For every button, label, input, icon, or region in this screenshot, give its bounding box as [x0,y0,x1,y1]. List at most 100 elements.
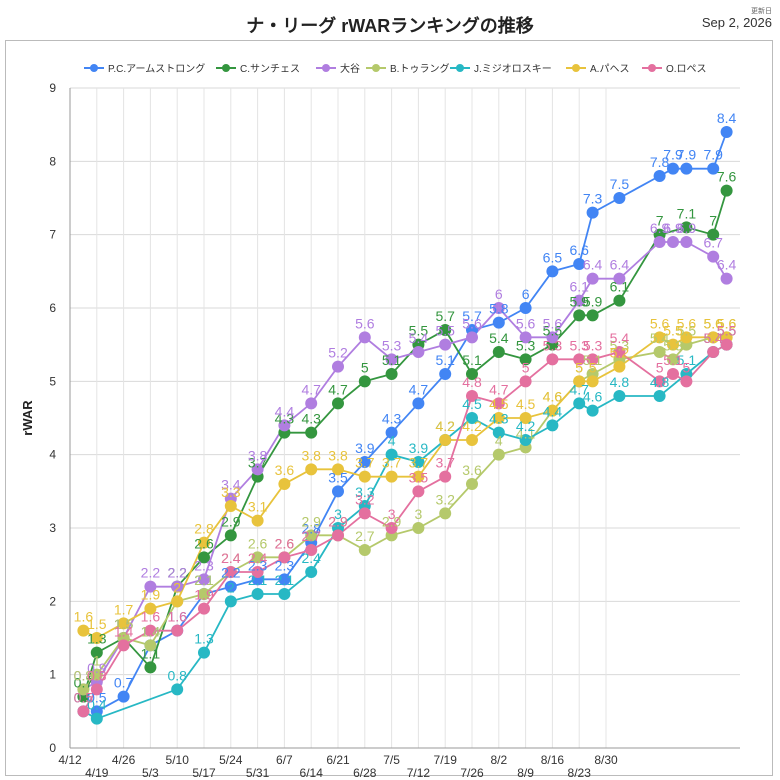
data-point [680,375,693,388]
data-point [613,390,626,402]
data-label: 5 [683,359,691,375]
data-point [198,551,210,564]
data-label: 0.9 [87,660,107,676]
data-point [546,419,559,432]
data-label: 2.8 [301,521,321,537]
data-label: 5.4 [489,330,509,346]
data-point [546,353,559,366]
data-point [492,412,505,424]
data-label: 5.3 [516,337,536,353]
data-point [90,646,103,659]
data-point [251,463,264,476]
data-label: 2.6 [248,535,268,551]
data-label: 1.6 [141,609,161,625]
data-point [358,331,371,344]
data-point [412,485,425,498]
data-point [198,588,210,600]
data-point [439,338,452,351]
data-point [613,346,626,358]
data-label: 4.7 [569,381,589,397]
data-point [707,228,720,241]
data-point [707,331,720,344]
legend-item: P.C.アームストロング [84,62,205,75]
updated-info: 更新日 Sep 2, 2026 [702,8,772,30]
data-label: 7.5 [610,176,630,192]
data-label: 5.6 [462,315,482,331]
data-point [358,507,371,520]
data-label: 4.3 [275,411,295,427]
data-label: 6.9 [677,220,697,236]
data-point [707,250,720,263]
data-point [278,419,291,432]
data-label: 5.6 [703,315,723,331]
x-tick-label: 4/26 [112,753,136,767]
data-label: 5.3 [382,337,402,353]
data-point [385,353,398,366]
data-point [653,331,666,344]
data-label: 5.6 [677,315,697,331]
data-label: 5 [575,359,583,375]
data-point [144,624,157,637]
data-point [77,705,90,718]
data-point [439,434,452,446]
legend-item: C.サンチェス [216,63,300,75]
data-label: 0.8 [74,667,94,683]
data-label: 7.8 [650,154,670,170]
series-points [77,126,733,725]
data-point [519,375,532,388]
data-point [385,470,398,483]
legend-swatch-dot [322,64,330,72]
data-point [466,390,478,402]
data-label: 3.5 [409,469,429,485]
data-label: 5.3 [583,337,603,353]
data-label: 1.6 [167,609,187,625]
data-label: 4.7 [409,381,429,397]
data-label: 3.3 [221,484,241,500]
data-point [117,639,130,652]
y-tick-label: 9 [49,81,56,95]
data-label: 6.9 [650,220,670,236]
data-label: 5.9 [583,293,603,309]
data-label: 3.7 [382,455,402,471]
x-tick-label: 8/23 [568,766,592,780]
data-point [117,690,130,703]
data-label: 3.9 [355,440,375,456]
data-point [667,353,679,366]
data-point [305,566,318,578]
data-point [305,463,318,476]
data-label: 2.1 [194,572,214,588]
data-point [586,404,599,417]
data-label: 3.3 [355,484,375,500]
data-label: 1 [93,653,101,669]
data-label: 5 [589,359,597,375]
data-point [613,294,626,307]
data-label: 5.4 [409,330,429,346]
data-point [144,639,157,652]
data-point [492,397,505,410]
data-label: 0.5 [74,689,94,705]
series-line [82,343,728,720]
data-point [492,448,505,461]
data-label: 4.8 [462,374,482,390]
data-point [573,375,586,388]
legend-label: B.トゥラング [390,62,449,75]
data-point [653,375,666,388]
x-tick-label: 7/19 [434,753,458,767]
data-label: 6.4 [610,257,630,273]
legend-item: J.ミジオロスキー [450,63,552,75]
chart-title: ナ・リーグ rWARランキングの推移 [246,16,534,36]
data-point [385,426,398,439]
data-label: 6.7 [703,235,723,251]
data-label: 5 [575,359,583,375]
data-label: 5.6 [516,315,536,331]
legend-swatch-dot [572,64,580,72]
data-point [412,397,425,410]
data-label: 6.6 [569,242,589,258]
data-point [385,448,398,461]
data-label: 3.6 [462,462,482,478]
data-label: 5.9 [569,293,589,309]
data-point [144,602,157,615]
x-tick-label: 7/26 [460,766,484,780]
data-label: 0.5 [74,689,94,705]
